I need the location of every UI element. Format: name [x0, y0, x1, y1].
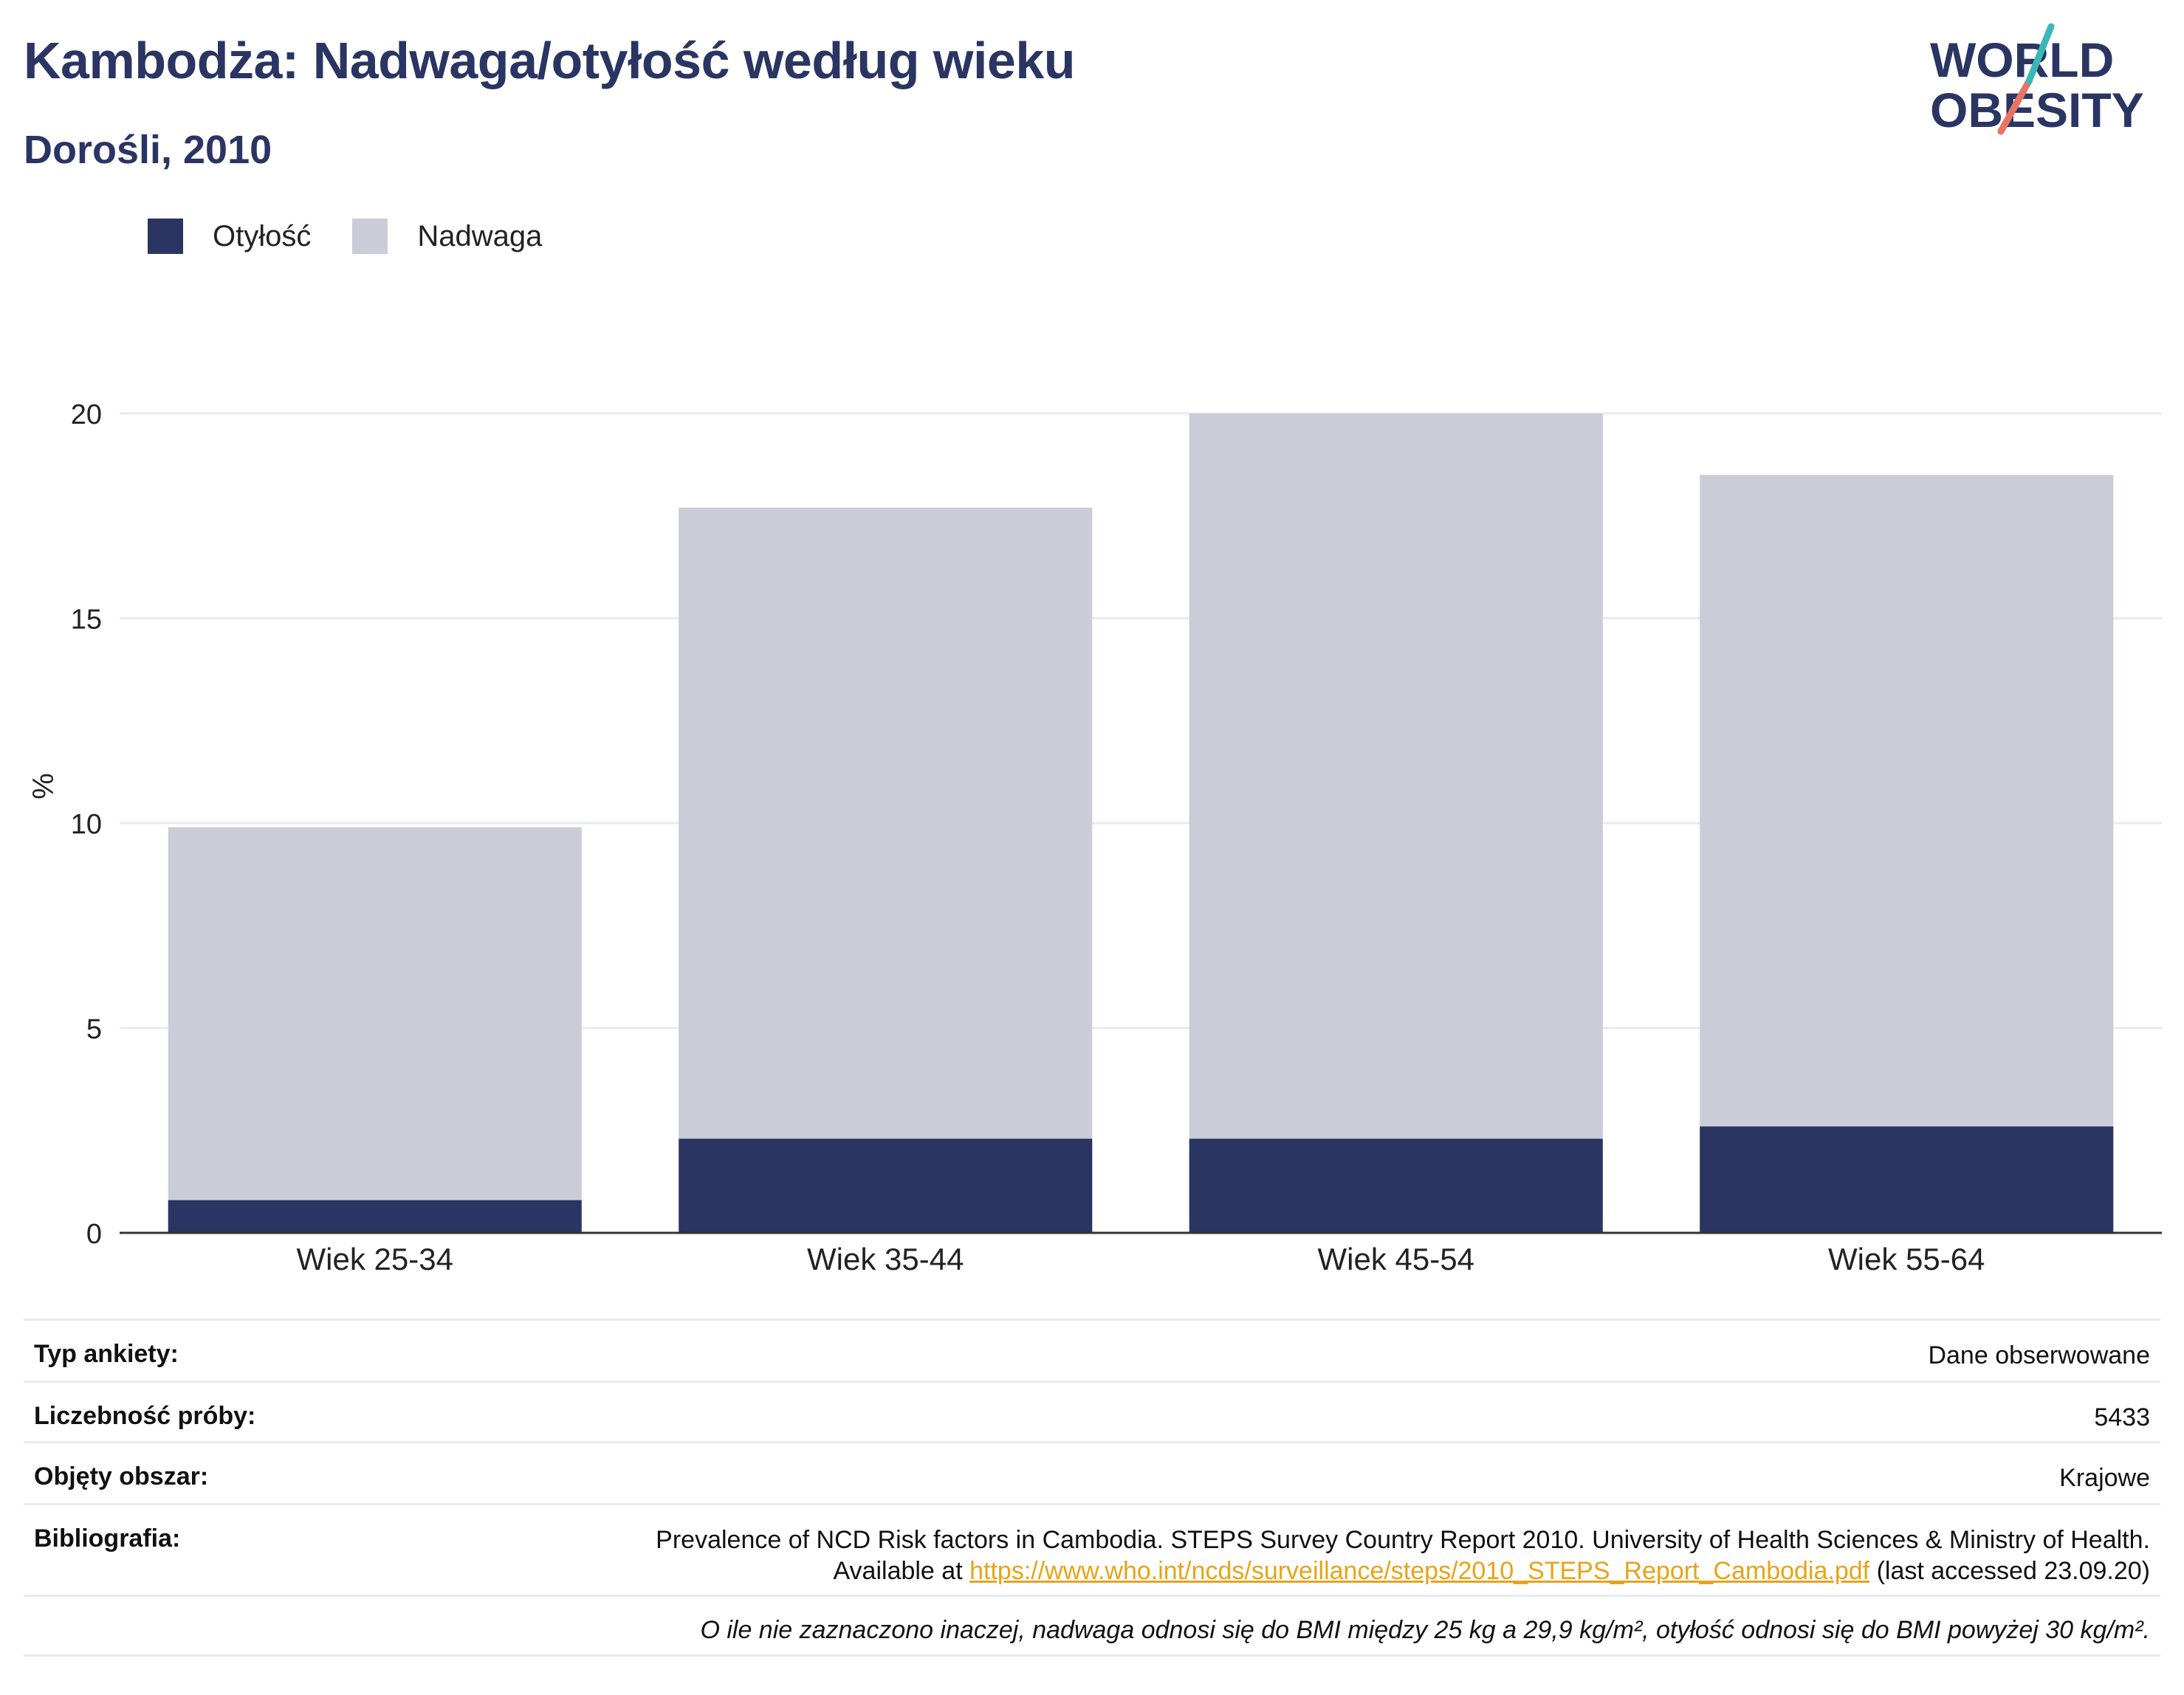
- legend-item-obesity[interactable]: Otyłość: [148, 219, 311, 254]
- survey-type-value: Dane obserwowane: [1928, 1341, 2150, 1369]
- y-tick-label: 5: [86, 1014, 102, 1045]
- y-tick-label: 0: [86, 1219, 102, 1250]
- bibliography-link[interactable]: https://www.who.int/ncds/surveillance/st…: [969, 1557, 1870, 1585]
- bar-overweight-2: [679, 507, 1093, 1139]
- x-tick-label: Wiek 55-64: [1828, 1242, 1985, 1276]
- coverage-row: Objęty obszar: Krajowe: [24, 1441, 2160, 1503]
- legend-label-obesity: Otyłość: [213, 219, 312, 252]
- chart-legend: Otyłość Nadwaga: [148, 219, 583, 254]
- bar-overweight-3: [1189, 413, 1603, 1139]
- sample-size-row: Liczebność próby: 5433: [24, 1381, 2160, 1441]
- footnote-row: O ile nie zaznaczono inaczej, nadwaga od…: [24, 1595, 2160, 1657]
- bibliography-accessed: (last accessed 23.09.20): [1876, 1557, 2150, 1585]
- bibliography-value: Prevalence of NCD Risk factors in Cambod…: [656, 1524, 2150, 1586]
- chart-subtitle: Dorośli, 2010: [24, 128, 272, 172]
- y-tick-label: 15: [71, 605, 102, 636]
- bar-overweight-1: [168, 827, 582, 1200]
- legend-swatch-overweight: [352, 219, 388, 254]
- world-obesity-logo: WORLD OBESITY: [1930, 23, 2144, 137]
- bmi-footnote: O ile nie zaznaczono inaczej, nadwaga od…: [700, 1616, 2150, 1644]
- logo-text-obesity: OBESITY: [1930, 83, 2144, 137]
- sample-size-label: Liczebność próby:: [34, 1402, 256, 1430]
- bar-obesity-3: [1189, 1138, 1603, 1233]
- bar-obesity-1: [168, 1200, 582, 1233]
- bibliography-label: Bibliografia:: [34, 1524, 181, 1553]
- y-tick-label: 20: [71, 399, 102, 430]
- survey-type-row: Typ ankiety: Dane obserwowane: [24, 1318, 2160, 1381]
- coverage-label: Objęty obszar:: [34, 1462, 209, 1491]
- logo-slash-top: [2025, 23, 2055, 85]
- legend-label-overweight: Nadwaga: [417, 219, 543, 252]
- bar-overweight-4: [1700, 475, 2114, 1127]
- logo-text-world: WORLD: [1930, 32, 2114, 87]
- bibliography-available: Available at: [833, 1557, 963, 1585]
- survey-type-label: Typ ankiety:: [34, 1340, 179, 1368]
- stacked-bar-chart: 0 5 10 15 20% Wiek 25-34 Wiek 35-44 Wiek 45-54 W…: [27, 399, 2162, 1276]
- bibliography-row: Bibliografia: Prevalence of NCD Risk fac…: [24, 1503, 2160, 1595]
- legend-item-overweight[interactable]: Nadwaga: [352, 219, 542, 254]
- coverage-value: Krajowe: [2059, 1464, 2150, 1492]
- survey-info-table: Typ ankiety: Dane obserwowane Liczebność…: [24, 1318, 2160, 1657]
- x-tick-label: Wiek 35-44: [807, 1242, 964, 1276]
- x-tick-label: Wiek 45-54: [1318, 1242, 1474, 1276]
- logo-slash-bottom: [1997, 78, 2033, 135]
- chart-title: Kambodża: Nadwaga/otyłość według wieku: [24, 32, 1076, 89]
- y-tick-label: 10: [71, 809, 102, 840]
- x-tick-label: Wiek 25-34: [297, 1242, 453, 1276]
- bar-obesity-4: [1700, 1126, 2114, 1233]
- y-axis-label: %: [27, 773, 60, 800]
- legend-swatch-obesity: [148, 219, 183, 254]
- bibliography-citation: Prevalence of NCD Risk factors in Cambod…: [656, 1526, 2150, 1554]
- bar-obesity-2: [679, 1138, 1093, 1233]
- sample-size-value: 5433: [2094, 1403, 2150, 1431]
